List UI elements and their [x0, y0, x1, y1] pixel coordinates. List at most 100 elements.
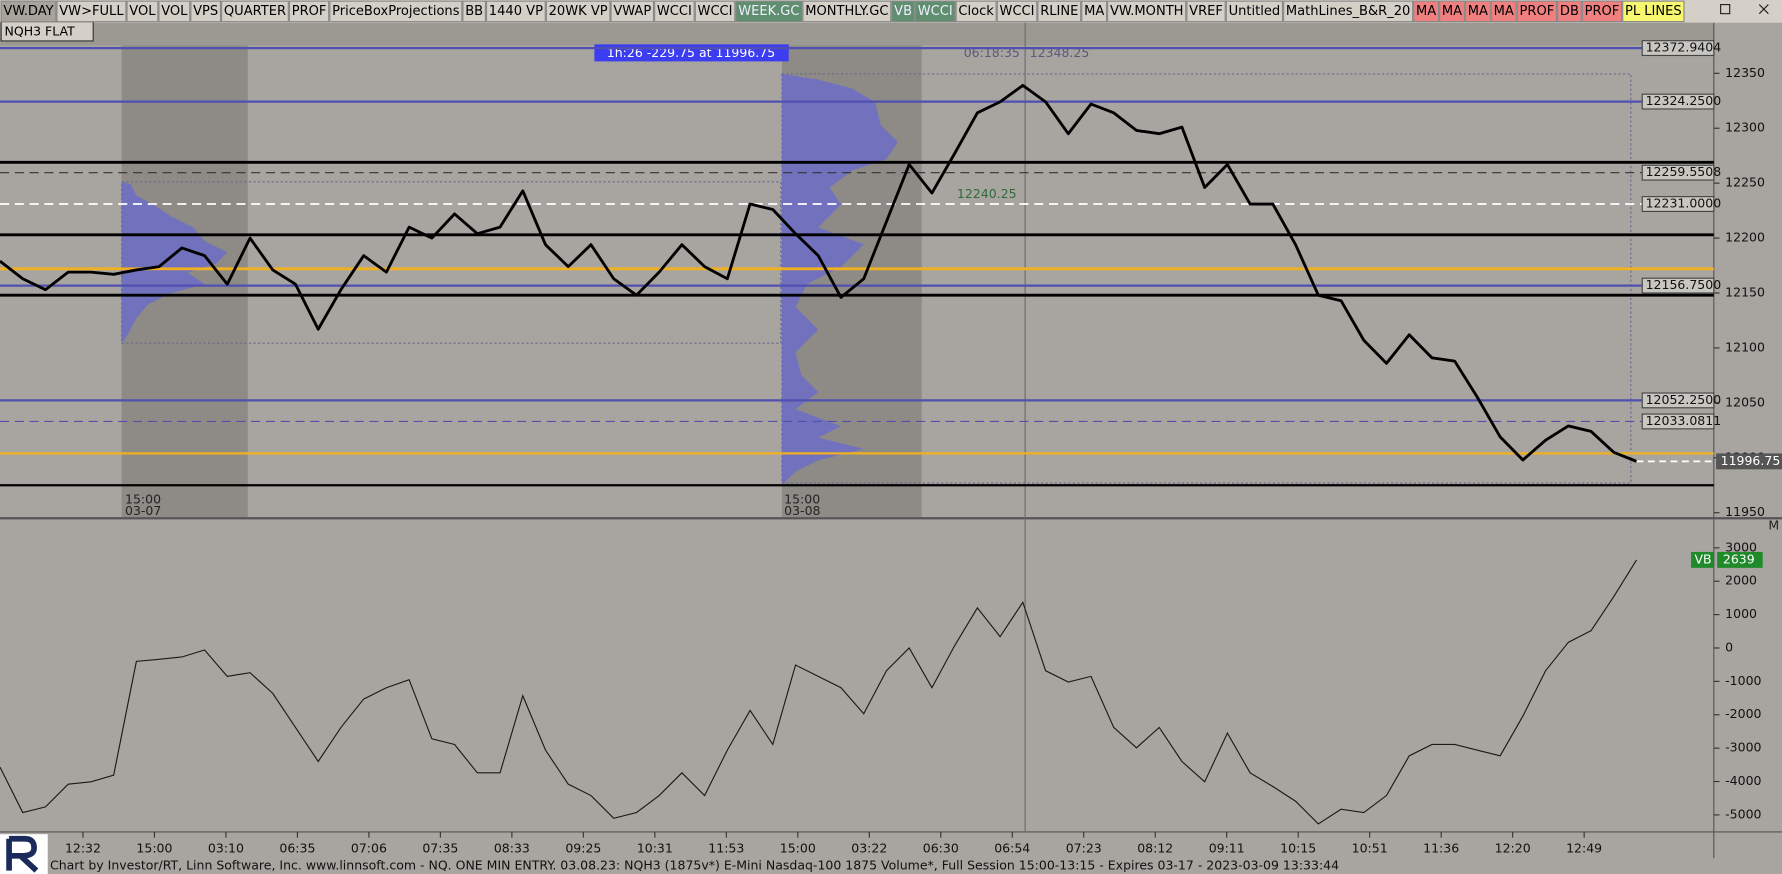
- legend-name: VB: [1694, 551, 1711, 566]
- toolbar-button[interactable]: [1622, 0, 1685, 23]
- footer: Chart by Investor/RT, Linn Software, Inc…: [50, 858, 1339, 873]
- level-label-box: [1641, 413, 1715, 430]
- toolbar-button[interactable]: [126, 0, 159, 23]
- y-tick-label: -3000: [1725, 740, 1761, 755]
- close-icon[interactable]: [1758, 4, 1769, 15]
- toolbar-button[interactable]: [190, 0, 222, 23]
- x-tick-label: 06:35: [279, 840, 315, 855]
- x-tick-label: 10:15: [1280, 840, 1316, 855]
- toolbar-label: WEEK.GC: [738, 4, 799, 19]
- x-tick-label: 10:31: [637, 840, 673, 855]
- toolbar-button[interactable]: [221, 0, 289, 23]
- toolbar-label: PROF: [292, 4, 327, 19]
- x-tick-label: 03:10: [208, 840, 244, 855]
- y-tick-label: 0: [1725, 639, 1733, 654]
- y-tick-label: 3000: [1725, 539, 1757, 554]
- x-tick-label: 08:33: [494, 840, 530, 855]
- y-tick-label: 12050: [1725, 394, 1765, 409]
- toolbar-button[interactable]: [802, 0, 892, 23]
- toolbar-label: VOL: [161, 4, 188, 19]
- x-tick-label: 07:35: [422, 840, 458, 855]
- toolbar-button[interactable]: [694, 0, 736, 23]
- logo-mark: [6, 835, 39, 873]
- toolbar-label: WCCI: [657, 4, 692, 19]
- toolbar-button[interactable]: [1490, 0, 1517, 23]
- toolbar-button[interactable]: [1464, 0, 1491, 23]
- level-label-box: [1641, 196, 1715, 212]
- y-tick-label: 12350: [1725, 65, 1765, 80]
- y-tick-label: -4000: [1725, 773, 1761, 788]
- toolbar-button[interactable]: [914, 0, 956, 23]
- level-label-box: [1641, 392, 1715, 409]
- level-label: 12033.0811: [1646, 413, 1722, 428]
- price-line: [0, 83, 1638, 463]
- y-tick-label: -1000: [1725, 673, 1761, 688]
- session-date: 03-07: [125, 503, 161, 518]
- toolbar-button[interactable]: [891, 0, 915, 23]
- x-tick-label: 15:00: [780, 840, 816, 855]
- toolbar-button[interactable]: [0, 0, 57, 23]
- level-label: 12372.9404: [1646, 40, 1722, 55]
- toolbar-button[interactable]: [955, 0, 997, 23]
- toolbar-button[interactable]: [485, 0, 546, 23]
- x-tick-label: 06:30: [923, 840, 959, 855]
- y-tick-label: 1000: [1725, 606, 1757, 621]
- toolbar-button[interactable]: [288, 0, 330, 23]
- toolbar-button[interactable]: [654, 0, 695, 23]
- level-label: 12052.2500: [1646, 392, 1722, 407]
- toolbar-label: VB: [894, 4, 912, 19]
- toolbar-button[interactable]: [329, 0, 463, 23]
- session-date: 03-08: [784, 503, 820, 518]
- x-tick-label: 11:53: [708, 840, 744, 855]
- toolbar-label: Clock: [958, 4, 994, 19]
- toolbar-label: MONTHLY.GC: [805, 4, 888, 19]
- y-tick-label: 12250: [1725, 175, 1765, 190]
- toolbar-button[interactable]: [735, 0, 803, 23]
- toolbar-label: MA: [1442, 4, 1462, 19]
- toolbar-button[interactable]: [1225, 0, 1284, 23]
- symbol: NQH3 FLAT: [5, 23, 76, 38]
- toolbar-label: MA: [1468, 4, 1488, 19]
- toolbar-button[interactable]: [1081, 0, 1108, 23]
- toolbar-button[interactable]: [1439, 0, 1465, 23]
- level-label: 12231.0000: [1646, 196, 1722, 211]
- toolbar-button[interactable]: [1516, 0, 1558, 23]
- toolbar-button[interactable]: [56, 0, 127, 23]
- x-tick-label: 09:11: [1209, 840, 1245, 855]
- toolbar-button[interactable]: [1557, 0, 1582, 23]
- restore-icon[interactable]: [1720, 4, 1731, 15]
- toolbar-button[interactable]: [1186, 0, 1226, 23]
- toolbar-button[interactable]: [1413, 0, 1440, 23]
- volume-profile: [121, 181, 228, 344]
- y-tick-label: 12150: [1725, 285, 1765, 300]
- toolbar-button[interactable]: [1581, 0, 1623, 23]
- level-label-box: [1641, 40, 1715, 57]
- toolbar-button[interactable]: [545, 0, 611, 23]
- toolbar-button[interactable]: [996, 0, 1038, 23]
- toolbar-label: VW.DAY: [3, 4, 53, 19]
- y-tick-label: -2000: [1725, 706, 1761, 721]
- toolbar-label: 20WK VP: [549, 4, 608, 19]
- x-tick-label: 12:32: [65, 840, 101, 855]
- toolbar-button[interactable]: [462, 0, 486, 23]
- x-tick-label: 12:20: [1495, 840, 1531, 855]
- toolbar-label: PL LINES: [1625, 4, 1682, 19]
- toolbar-label: WCCI: [918, 4, 953, 19]
- toolbar-button[interactable]: [610, 0, 655, 23]
- toolbar-label: MA: [1494, 4, 1514, 19]
- toolbar-button[interactable]: [1037, 0, 1082, 23]
- x-tick-label: 06:54: [994, 840, 1030, 855]
- toolbar-button[interactable]: [158, 0, 191, 23]
- x-tick-label: 03:22: [851, 840, 887, 855]
- toolbar-button[interactable]: [1283, 0, 1414, 23]
- volume-profile: [781, 73, 898, 484]
- toolbar-button[interactable]: [1107, 0, 1187, 23]
- legend-box: [1691, 551, 1714, 568]
- y-tick-label: 12200: [1725, 230, 1765, 245]
- last-price-box: [1716, 453, 1782, 470]
- last-value-box: [1717, 551, 1763, 568]
- toolbar-label: Untitled: [1229, 4, 1281, 19]
- toolbar-label: VPS: [193, 4, 218, 19]
